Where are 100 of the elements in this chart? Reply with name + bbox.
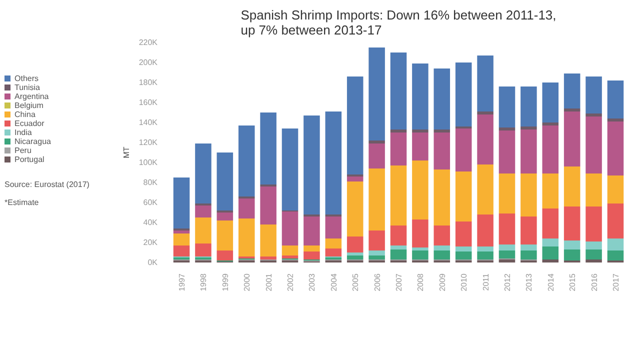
- bar: [498, 128, 516, 130]
- legend-label: Belgium: [14, 101, 44, 110]
- bar: [282, 246, 298, 256]
- bar: [455, 252, 472, 260]
- legend-label: Nicaragua: [14, 137, 52, 146]
- y-tick-label: 160K: [138, 98, 158, 107]
- chart-title: Spanish Shrimp Imports: Down 16% between 2011-13, up 7% between 2013-17: [240, 8, 556, 38]
- bar: [346, 236, 364, 252]
- bar: [368, 230, 385, 250]
- y-tick-label: 140K: [138, 118, 158, 127]
- x-tick-label: 2007: [394, 272, 404, 292]
- bar: [368, 168, 385, 230]
- bar: [195, 144, 212, 204]
- bar: [542, 260, 559, 262]
- x-tick-label: 2003: [308, 272, 317, 292]
- bar: [455, 222, 472, 246]
- bar: [216, 250, 234, 260]
- bar: [173, 246, 190, 256]
- bar: [498, 130, 516, 174]
- bar: [368, 48, 385, 140]
- bar: [520, 130, 537, 174]
- bar: [586, 206, 602, 242]
- bar: [325, 248, 342, 256]
- x-tick-label: 2017: [611, 272, 620, 292]
- bar: [564, 108, 580, 112]
- y-tick-label: 60K: [143, 198, 158, 207]
- bar: [304, 252, 320, 260]
- bar: [520, 126, 537, 130]
- bar: [325, 112, 342, 214]
- bar: [586, 174, 602, 206]
- bar: [390, 52, 407, 130]
- bar: [434, 132, 450, 170]
- bar: [412, 132, 428, 160]
- bar: [586, 242, 602, 250]
- bar: [542, 126, 559, 174]
- bar: [282, 212, 298, 246]
- x-tick-label: 2001: [264, 272, 274, 292]
- bar: [325, 238, 342, 248]
- bar: [304, 216, 320, 246]
- x-tick-label: 2016: [590, 272, 599, 292]
- bar: [542, 174, 559, 208]
- bar: [564, 74, 580, 108]
- x-tick-label: 2006: [372, 272, 382, 292]
- bar: [498, 174, 516, 214]
- bar: [390, 130, 407, 132]
- x-tick-label: 2011: [481, 272, 490, 291]
- x-tick-label: 2004: [329, 272, 338, 292]
- y-tick-label: 100K: [138, 158, 158, 167]
- bar: [477, 114, 494, 164]
- bar: [390, 250, 407, 260]
- bar: [477, 214, 494, 246]
- bar: [607, 80, 624, 118]
- bar: [498, 244, 516, 250]
- x-tick-label: 1997: [178, 272, 187, 292]
- bar: [607, 238, 624, 250]
- y-axis-title: MT: [122, 146, 131, 158]
- bar: [304, 116, 320, 214]
- bar: [564, 166, 580, 206]
- bar: [607, 204, 624, 238]
- bar: [390, 132, 407, 166]
- bar: [586, 250, 602, 260]
- x-tick-label: 2014: [546, 272, 556, 292]
- bar: [346, 76, 364, 174]
- bar: [498, 250, 516, 258]
- bar: [498, 214, 516, 244]
- bar: [542, 246, 559, 260]
- bar: [238, 126, 255, 196]
- x-tick-label: 2005: [351, 272, 360, 292]
- bar: [173, 230, 190, 234]
- bar: [586, 114, 602, 116]
- legend-label: Argentina: [14, 92, 50, 101]
- bar: [498, 260, 516, 262]
- bar: [368, 144, 385, 168]
- x-tick-label: 2002: [286, 272, 296, 292]
- bar: [586, 76, 602, 114]
- bar: [477, 246, 494, 252]
- bar: [368, 250, 385, 256]
- bar: [586, 260, 602, 262]
- bar: [260, 224, 276, 256]
- bar: [455, 128, 472, 172]
- legend-label: Others: [14, 74, 39, 83]
- y-tick-label: 220K: [138, 38, 158, 47]
- x-tick-label: 2012: [502, 272, 512, 292]
- bar: [477, 164, 494, 214]
- bar: [412, 64, 428, 130]
- legend-label: Peru: [14, 146, 32, 155]
- y-tick-label: 120K: [138, 138, 158, 147]
- bar: [195, 244, 212, 256]
- bar: [412, 250, 428, 260]
- y-tick-label: 200K: [138, 58, 158, 67]
- text: *Estimate: [4, 198, 40, 207]
- x-tick-label: 2013: [524, 272, 534, 292]
- bar: [564, 112, 580, 166]
- bar: [346, 182, 364, 236]
- bar: [390, 226, 407, 246]
- bar: [520, 250, 537, 260]
- bar: [216, 220, 234, 250]
- bar: [586, 116, 602, 174]
- bar: [434, 130, 450, 132]
- bar: [542, 238, 559, 246]
